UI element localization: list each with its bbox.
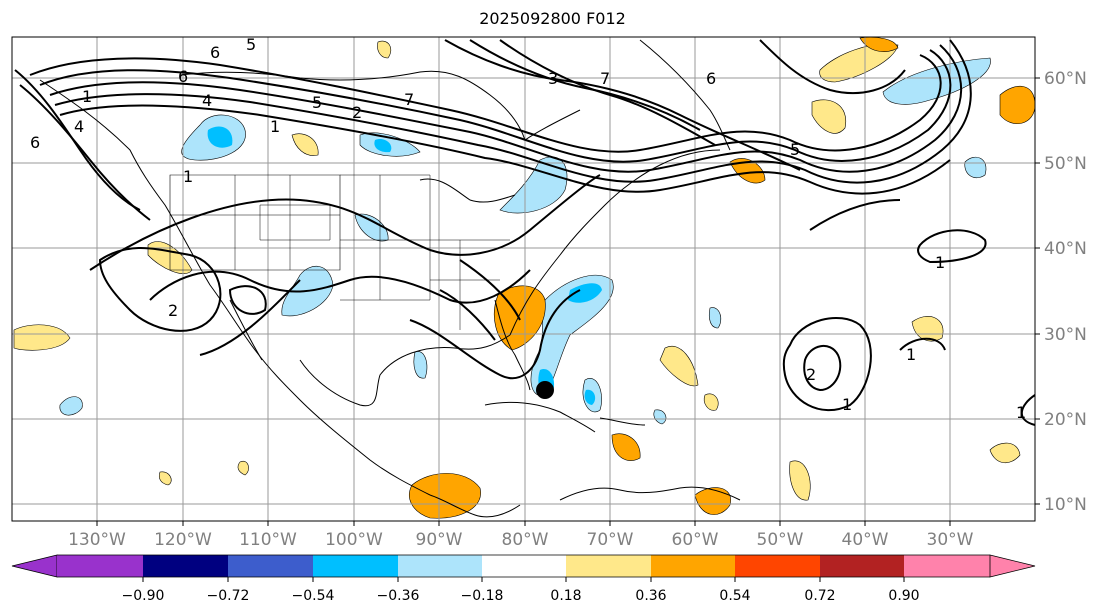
lat-label: 20°N: [1044, 410, 1087, 430]
lon-label: 40°W: [842, 530, 889, 550]
colorbar: −0.90 −0.72 −0.54 −0.36 −0.18 0.18 0.36 …: [11, 554, 1036, 604]
colorbar-segment: [143, 555, 228, 577]
colorbar-tick-label: 0.72: [804, 588, 835, 604]
shade-yellow: [377, 40, 392, 59]
lon-label: 60°W: [672, 530, 719, 550]
colorbar-segment: [566, 555, 651, 577]
shade-yellow: [659, 346, 699, 387]
shade-light-blue: [413, 351, 428, 379]
contour-label: 1: [82, 87, 92, 106]
shade-orange: [611, 433, 641, 461]
map-title: 2025092800 F012: [479, 9, 626, 28]
colorbar-segment: [313, 555, 398, 577]
contour-label: 1: [906, 345, 916, 364]
lon-label: 110°W: [239, 530, 297, 550]
lat-label: 60°N: [1044, 69, 1087, 89]
shade-yellow: [789, 460, 811, 501]
contour-label: 1: [270, 117, 280, 136]
lon-label: 70°W: [587, 530, 634, 550]
colorbar-segment: [651, 555, 735, 577]
contour-label: 1: [183, 167, 193, 186]
contour-label: 7: [600, 69, 610, 88]
shade-orange: [694, 487, 731, 515]
contour-label: 2: [352, 103, 362, 122]
colorbar-tick-label: −0.36: [377, 588, 420, 604]
contour-label: 5: [790, 140, 800, 159]
contour-label: 6: [210, 43, 220, 62]
shade-yellow: [911, 316, 944, 342]
shade-yellow: [703, 393, 719, 411]
map-frame: [11, 36, 1036, 522]
shade-yellow: [819, 43, 899, 83]
colorbar-segment: [228, 555, 313, 577]
colorbar-tick-label: 0.18: [550, 588, 581, 604]
contour-label: 4: [202, 91, 212, 110]
colorbar-tick-label: −0.90: [122, 588, 165, 604]
lat-label: 10°N: [1044, 495, 1087, 515]
contour-label: 2: [168, 301, 178, 320]
lat-label: 30°N: [1044, 325, 1087, 345]
colorbar-tick-label: 0.36: [635, 588, 666, 604]
lon-label: 130°W: [68, 530, 126, 550]
colorbar-extend-max: [989, 554, 1036, 578]
shade-light-blue: [499, 156, 568, 214]
colorbar-tick-label: −0.54: [292, 588, 335, 604]
colorbar-segment: [482, 555, 566, 577]
contour-label: 4: [74, 117, 84, 136]
contour-label: 7: [404, 90, 414, 109]
colorbar-tick-label: −0.72: [207, 588, 250, 604]
colorbar-tick-label: −0.18: [461, 588, 504, 604]
lon-label: 50°W: [757, 530, 804, 550]
lat-label: 50°N: [1044, 154, 1087, 174]
shade-yellow: [811, 99, 847, 134]
colorbar-tick-label: 0.54: [719, 588, 750, 604]
shade-orange: [409, 473, 481, 519]
colorbar-segment: [398, 555, 482, 577]
lon-label: 80°W: [502, 530, 549, 550]
shade-blue: [374, 139, 392, 153]
shade-yellow: [237, 460, 249, 476]
shade-light-blue: [964, 156, 987, 179]
graticule: [12, 37, 1035, 521]
contour-label: 1: [1016, 403, 1026, 422]
shade-yellow: [13, 324, 71, 351]
contour-label: 6: [30, 133, 40, 152]
contour-label: 3: [548, 69, 558, 88]
lon-label: 30°W: [927, 530, 974, 550]
shade-light-blue: [882, 57, 991, 105]
shade-light-blue: [59, 396, 83, 416]
colorbar-tick-label: 0.90: [888, 588, 919, 604]
storm-center-marker: [536, 381, 554, 399]
shade-yellow: [158, 471, 172, 486]
lon-label: 90°W: [416, 530, 463, 550]
contour-label: 5: [246, 35, 256, 54]
colorbar-segment: [820, 555, 904, 577]
shade-light-blue: [708, 307, 722, 329]
contour-label: 1: [935, 253, 945, 272]
shade-blue: [584, 389, 596, 405]
contour-label: 5: [312, 93, 322, 112]
colorbar-segment: [735, 555, 820, 577]
contour-label: 6: [178, 67, 188, 86]
colorbar-segment: [904, 555, 990, 577]
contour-label: 2: [806, 365, 816, 384]
shade-yellow: [989, 442, 1021, 463]
shade-blue: [568, 283, 602, 303]
shade-light-blue: [653, 409, 667, 425]
lon-label: 100°W: [325, 530, 383, 550]
colorbar-extend-min: [11, 554, 58, 578]
lon-label: 120°W: [154, 530, 212, 550]
contour-label: 6: [706, 69, 716, 88]
shade-orange: [999, 86, 1036, 124]
shade-yellow: [291, 133, 319, 156]
contour-label: 1: [842, 395, 852, 414]
lat-label: 40°N: [1044, 239, 1087, 259]
shade-blue: [207, 126, 233, 148]
anomaly-shading: [13, 37, 1036, 519]
height-contours: [14, 39, 1036, 426]
colorbar-segment: [57, 555, 143, 577]
